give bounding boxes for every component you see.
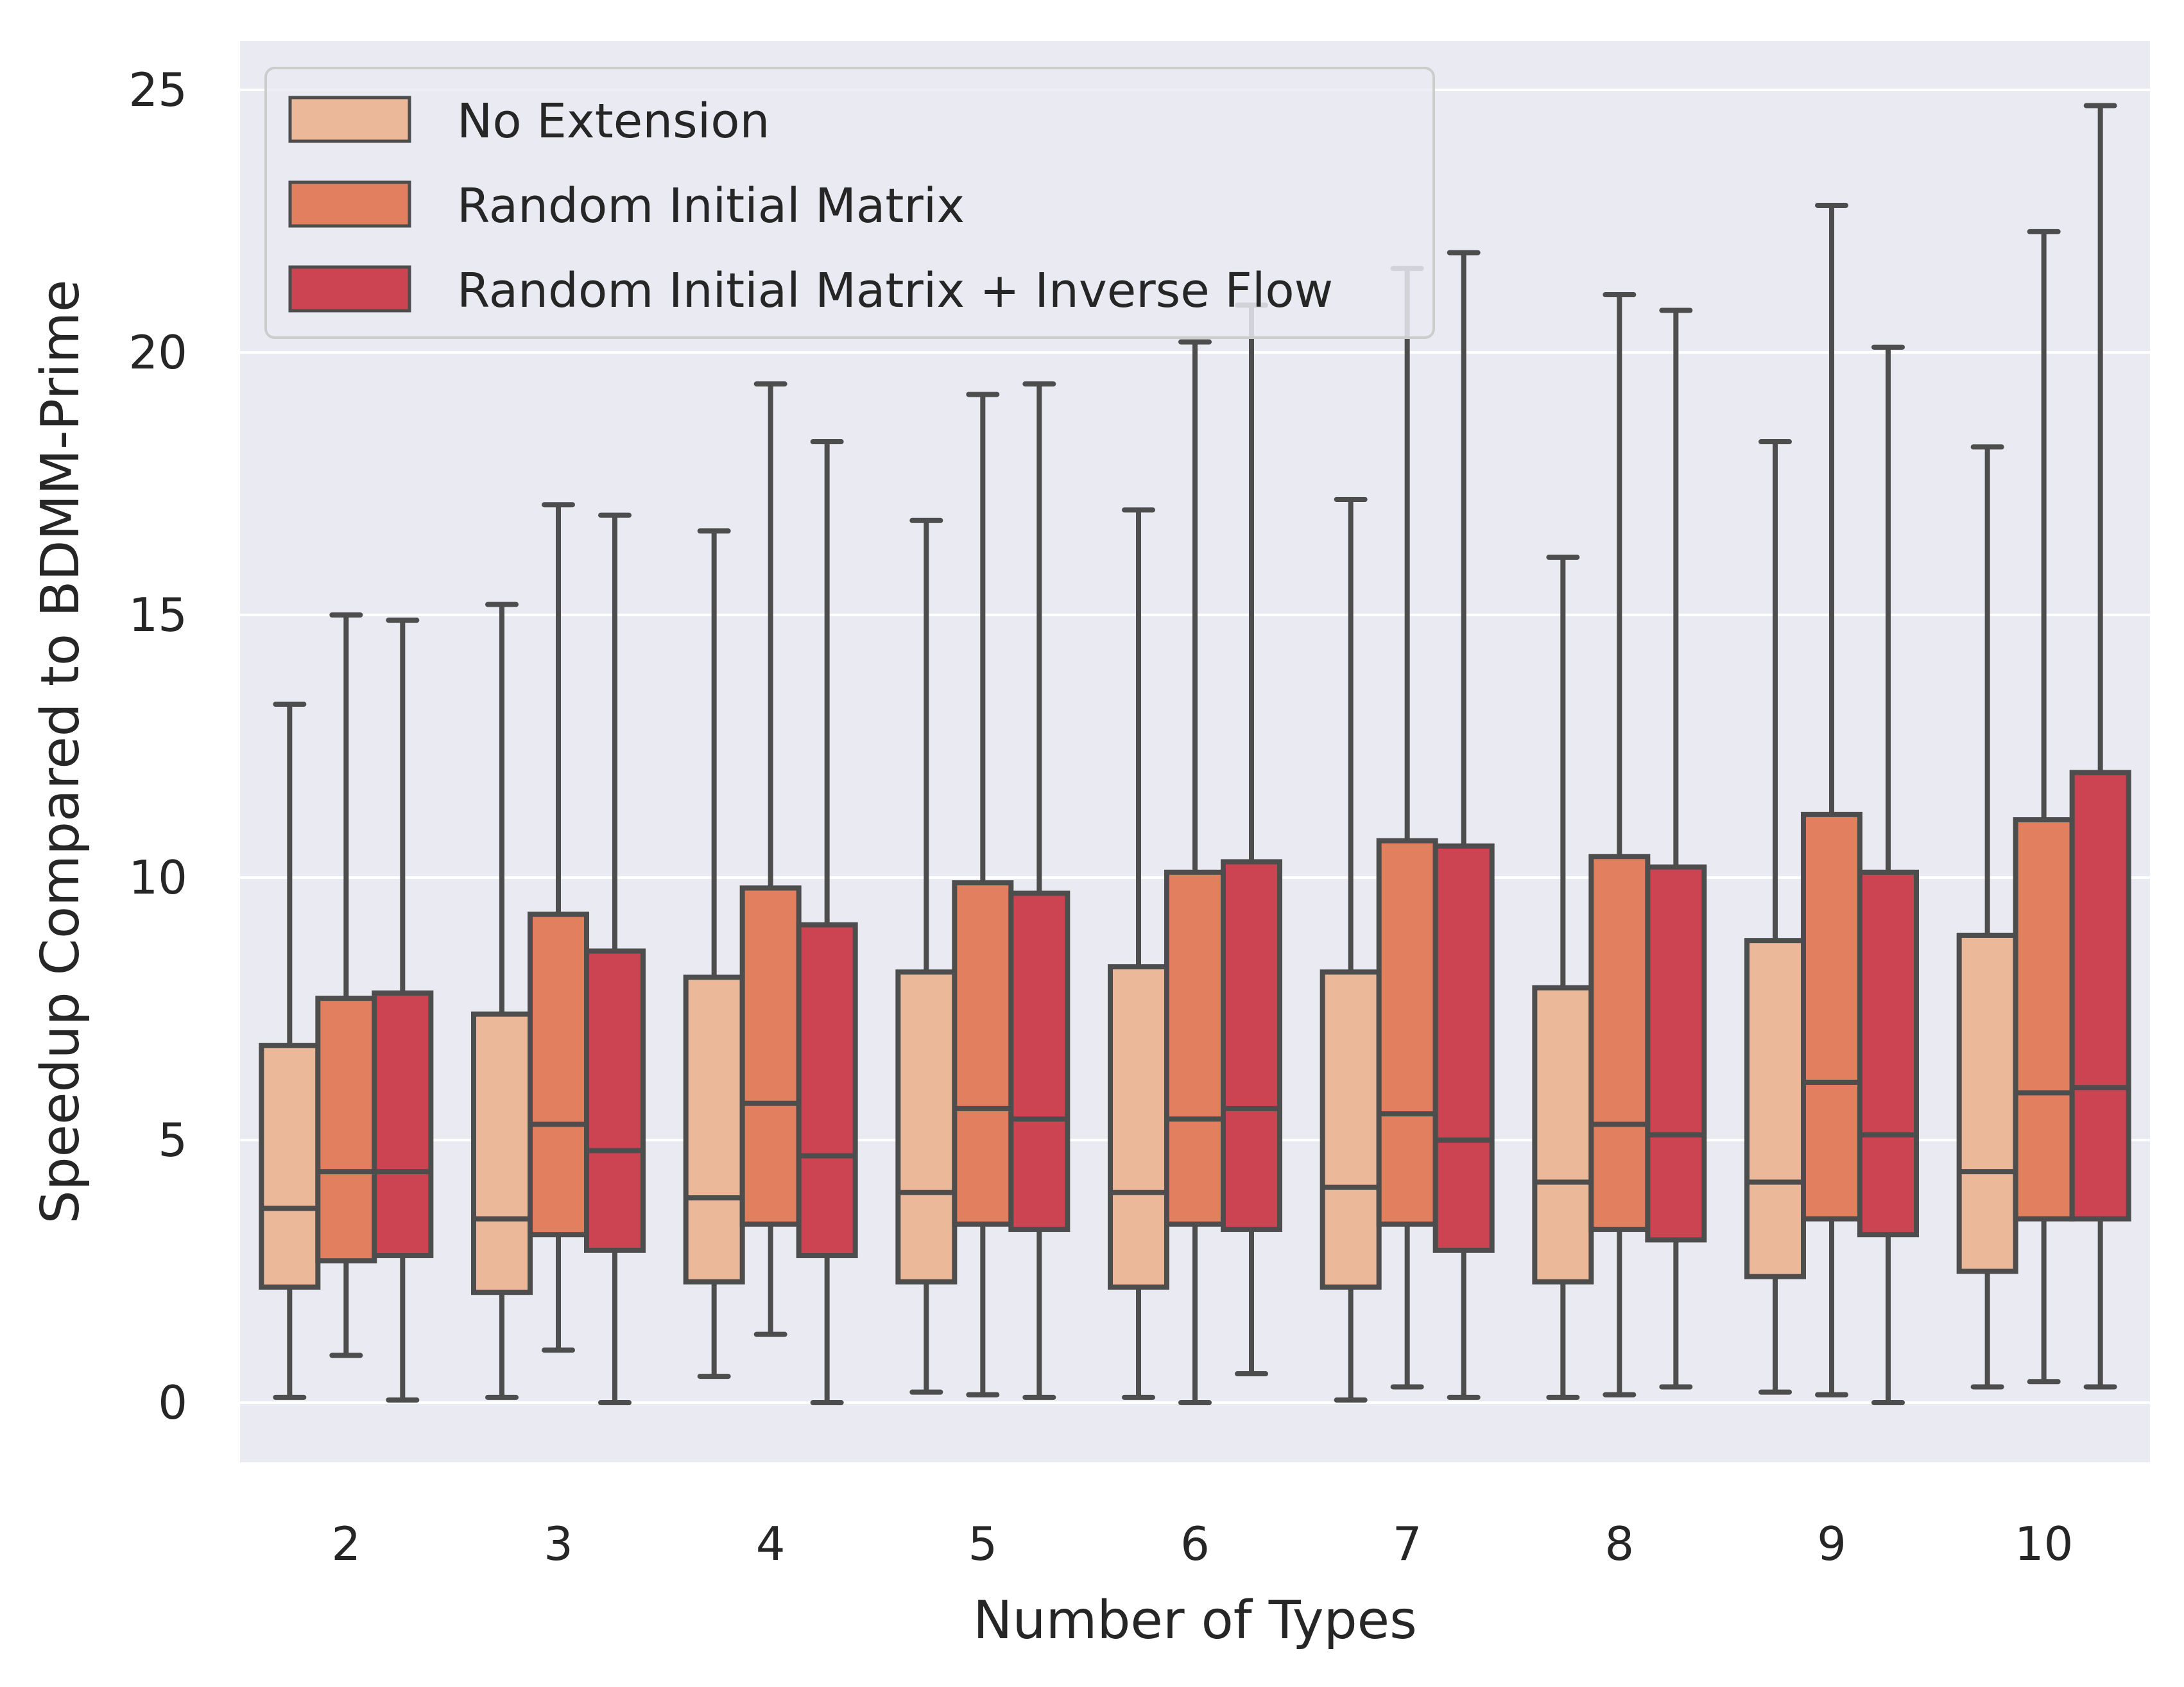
box-group [683, 381, 858, 1405]
y-axis-label: Speedup Compared to BDMM-Prime [30, 280, 91, 1224]
box [372, 990, 434, 1258]
legend-swatch [288, 180, 411, 228]
legend-frame [264, 67, 1435, 339]
box [1588, 854, 1651, 1233]
box [1376, 838, 1438, 1227]
box-group [1108, 302, 1282, 1405]
box [895, 969, 958, 1285]
box [1857, 869, 1919, 1238]
box [952, 880, 1014, 1227]
x-tick-label: 10 [2015, 1517, 2074, 1571]
box-groups [259, 103, 2131, 1405]
x-tick-label: 2 [331, 1517, 361, 1571]
y-tick-label: 25 [128, 63, 187, 117]
x-tick-label: 3 [544, 1517, 573, 1571]
box [1320, 969, 1382, 1290]
box-group [1320, 250, 1495, 1403]
box [471, 1011, 533, 1295]
y-tick-label: 5 [158, 1113, 187, 1167]
box [1744, 938, 1806, 1279]
box [584, 948, 646, 1253]
box [1108, 964, 1169, 1290]
y-tick-label: 0 [158, 1376, 187, 1430]
y-tick-label: 20 [128, 325, 187, 379]
box-group [1956, 103, 2131, 1390]
box [1008, 890, 1071, 1233]
x-tick-label: 5 [968, 1517, 997, 1571]
box [1164, 869, 1226, 1227]
box [2069, 770, 2131, 1222]
box [683, 974, 745, 1285]
box [2013, 817, 2075, 1222]
y-tick-label: 15 [128, 588, 187, 642]
legend-label: Random Initial Matrix [457, 178, 965, 234]
legend-label: No Extension [457, 94, 770, 149]
box [1432, 843, 1495, 1253]
x-tick-labels: 2 3 4 5 6 7 8 9 10 [331, 1517, 2073, 1571]
box [739, 885, 802, 1227]
y-tick-labels: 0 5 10 15 20 25 [128, 63, 187, 1430]
box-group [1532, 292, 1707, 1400]
box [1801, 811, 1862, 1222]
legend-label: Random Initial Matrix + Inverse Flow [457, 263, 1333, 318]
box-group [259, 612, 434, 1403]
x-tick-label: 4 [756, 1517, 786, 1571]
box-group [1744, 202, 1919, 1405]
x-tick-label: 6 [1180, 1517, 1210, 1571]
x-axis-label: Number of Types [973, 1590, 1417, 1651]
box-group [895, 381, 1071, 1400]
legend-swatch [288, 265, 411, 313]
box [796, 922, 858, 1258]
box [315, 996, 377, 1264]
box [528, 912, 589, 1238]
box [1956, 932, 2018, 1274]
box [1532, 985, 1594, 1285]
x-tick-label: 8 [1604, 1517, 1634, 1571]
box [1221, 859, 1282, 1233]
y-tick-label: 10 [128, 851, 187, 904]
x-tick-label: 9 [1817, 1517, 1846, 1571]
box [259, 1042, 321, 1290]
box [1645, 864, 1707, 1243]
x-tick-label: 7 [1393, 1517, 1422, 1571]
box-group [471, 502, 646, 1405]
legend: No Extension Random Initial Matrix Random … [264, 67, 1435, 339]
legend-swatch [288, 96, 411, 143]
